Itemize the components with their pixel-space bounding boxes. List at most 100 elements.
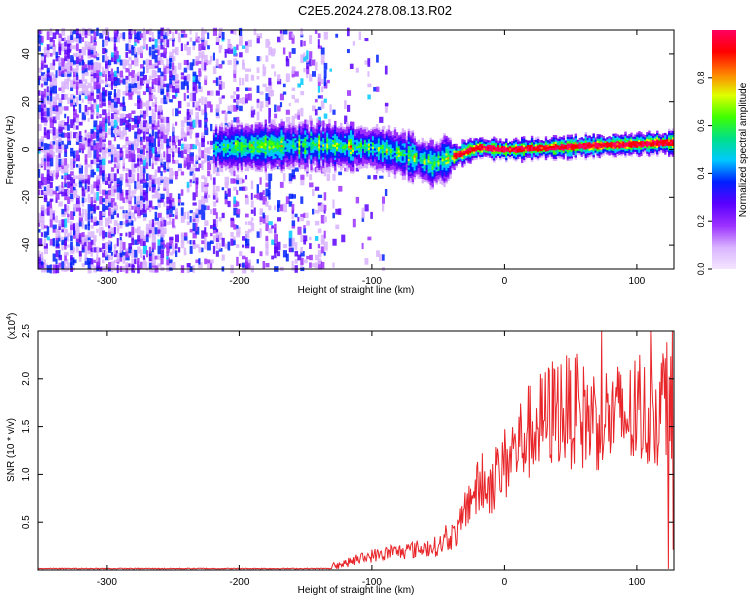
spectrogram-cell	[110, 232, 115, 237]
spectrogram-cell	[151, 120, 156, 128]
spectrogram-cell	[157, 46, 160, 56]
spectrogram-cell	[122, 117, 127, 123]
spectrogram-cell	[96, 104, 99, 113]
spectrogram-cell	[443, 178, 446, 181]
spectrogram-cell	[246, 162, 250, 165]
spectrogram-cell	[411, 179, 415, 183]
spectrogram-cell	[340, 127, 343, 130]
spectrogram-cell	[314, 158, 317, 161]
spectrogram-cell	[204, 54, 208, 63]
spectrogram-cell	[314, 154, 317, 157]
spectrogram-cell	[411, 171, 415, 174]
spectrogram-cell	[212, 143, 216, 146]
spectrogram-cell	[256, 141, 259, 144]
spectrogram-cell	[383, 148, 387, 151]
spectrogram-cell	[375, 128, 379, 131]
spectrogram-cell	[102, 189, 106, 196]
spectrogram-cell	[81, 213, 84, 218]
spectrogram-cell	[99, 220, 103, 226]
spectrogram-cell	[258, 152, 261, 155]
spectrogram-cell	[338, 156, 341, 159]
spectrogram-cell	[342, 152, 345, 155]
spectrogram-cell	[433, 150, 436, 153]
spectrogram-cell	[336, 151, 339, 154]
spectrogram-cell	[244, 129, 248, 133]
spectrogram-cell	[399, 162, 403, 165]
spectrogram-cell	[110, 37, 116, 42]
spectrogram-cell	[429, 163, 432, 166]
spectrogram-cell	[328, 131, 331, 135]
spectrogram-cell	[399, 149, 403, 152]
spectrogram-cell	[259, 56, 262, 61]
spectrogram-cell	[429, 178, 432, 181]
spectrogram-cell	[195, 216, 200, 223]
spectrogram-cell	[360, 131, 363, 135]
spectrogram-cell	[78, 234, 82, 243]
spectrogram-cell	[204, 75, 208, 81]
spectrogram-cell	[212, 163, 216, 169]
spectrogram-cell	[148, 174, 152, 180]
spectrogram-cell	[163, 156, 166, 161]
spectrogram-cell	[238, 156, 242, 160]
spectrogram-cell	[254, 169, 257, 172]
spectrogram-cell	[401, 132, 405, 135]
spectrogram-cell	[336, 148, 339, 152]
spectrogram-cell	[218, 27, 223, 36]
spectrogram-cell	[291, 260, 294, 270]
spectrogram-cell	[105, 193, 110, 199]
spectrogram-cell	[102, 92, 106, 102]
spectrogram-cell	[236, 148, 240, 151]
spectrogram-cell	[291, 225, 296, 229]
spectrogram-cell	[312, 135, 315, 138]
spectrogram-cell	[411, 132, 415, 135]
spectrogram-cell	[46, 86, 49, 93]
spectrogram-cell	[326, 147, 329, 151]
spectrogram-cell	[212, 132, 216, 136]
spectrogram-cell	[320, 151, 323, 155]
spectrogram-cell	[383, 137, 387, 141]
spectrogram-cell	[245, 175, 248, 180]
spectrogram-cell	[362, 135, 365, 139]
spectrogram-cell	[189, 240, 192, 245]
spectrogram-cell	[358, 164, 361, 168]
spectrogram-cell	[125, 68, 130, 73]
spectrogram-cell	[338, 132, 341, 135]
spectrogram-cell	[260, 122, 263, 125]
spectrogram-cell	[347, 49, 350, 54]
spectrogram-cell	[409, 141, 413, 144]
spectrogram-cell	[131, 236, 134, 241]
spectrogram-cell	[314, 145, 317, 148]
spectrogram-cell	[151, 234, 156, 243]
spectrogram-cell	[425, 147, 428, 151]
spectrogram-cell	[318, 135, 321, 138]
spectrogram-cell	[393, 154, 397, 158]
spectrogram-cell	[207, 45, 210, 50]
spectrogram-cell	[415, 163, 418, 166]
spectrogram-cell	[157, 239, 162, 246]
spectrogram-cell	[256, 160, 259, 164]
spectrogram-cell	[73, 223, 76, 231]
spectrogram-cell	[367, 162, 371, 166]
spectrogram-cell	[309, 51, 313, 59]
spectrogram-cell	[310, 137, 313, 141]
spectrogram-cell	[314, 220, 320, 226]
spectrogram-cell	[233, 208, 238, 216]
spectrogram-cell	[334, 131, 337, 135]
spectrogram-cell	[157, 44, 162, 50]
spectrogram-cell	[362, 163, 365, 167]
spectrogram-cell	[93, 149, 98, 159]
spectrogram-cell	[395, 149, 399, 152]
spectrogram-cell	[180, 189, 184, 196]
spectrogram-cell	[252, 136, 256, 140]
spectrogram-cell	[177, 168, 183, 172]
spectrogram-cell	[391, 167, 395, 170]
spectrogram-cell	[38, 250, 41, 257]
spectrogram-cell	[356, 135, 359, 138]
spectrogram-cell	[310, 170, 313, 173]
spectrogram-cell	[340, 165, 343, 169]
spectrogram-cell	[110, 198, 115, 203]
spectrogram-cell	[116, 78, 121, 86]
spectrogram-cell	[427, 173, 430, 176]
spectrogram-cell	[125, 182, 130, 187]
spectrogram-cell	[258, 133, 261, 136]
